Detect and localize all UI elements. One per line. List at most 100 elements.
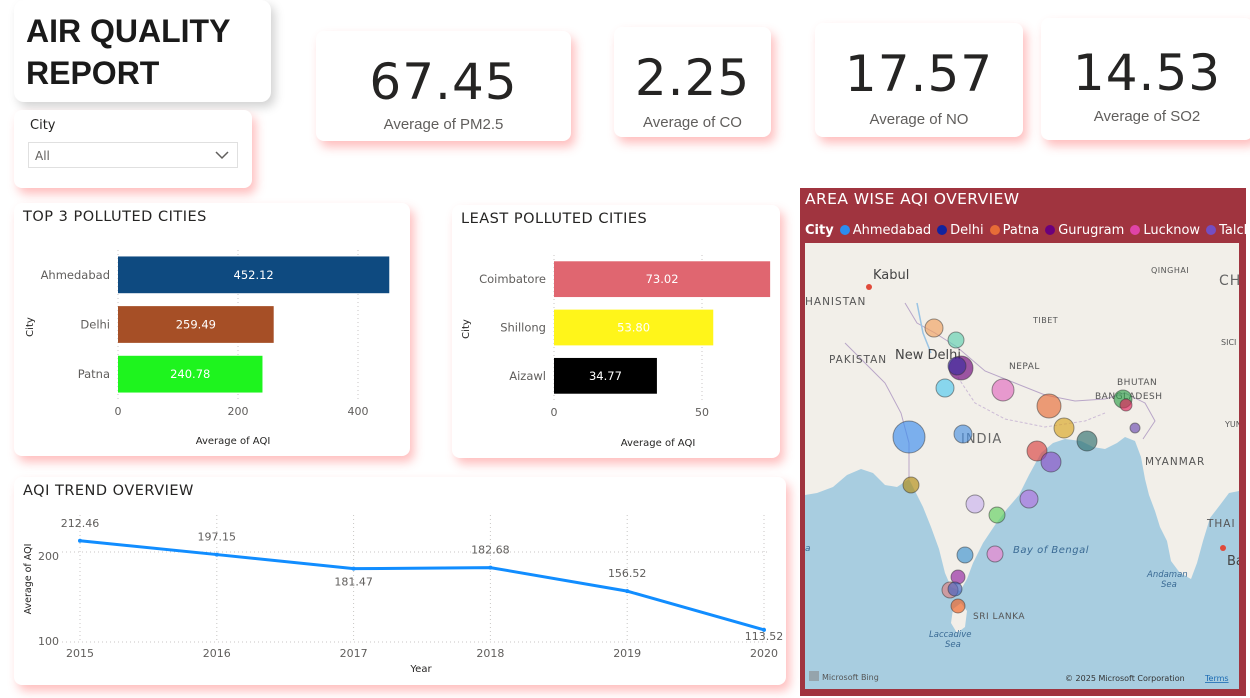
least-polluted-chart-card: LEAST POLLUTED CITIES City Average of AQ… [452, 205, 780, 458]
map-legend: City Ahmedabad Delhi Patna Gurugram Luck… [805, 221, 1250, 239]
kpi-value: 2.25 [634, 49, 751, 107]
data-label: 181.47 [334, 576, 373, 589]
data-point[interactable] [78, 538, 82, 543]
map-copyright: © 2025 Microsoft Corporation [1065, 674, 1185, 683]
city-bubble[interactable] [1026, 440, 1048, 462]
legend-dot [1045, 225, 1056, 235]
data-label: 240.78 [170, 367, 210, 381]
kpi-card-co: 2.25 Average of CO [614, 27, 771, 137]
kpi-label: Average of CO [643, 114, 742, 131]
map-svg[interactable]: Kabul HANISTAN QINGHAI CH TIBET SICI PAK… [805, 243, 1239, 689]
x-tick-label: 2019 [613, 647, 641, 660]
category-label: Shillong [500, 321, 546, 335]
city-bubble[interactable] [1036, 393, 1062, 419]
data-label: 212.46 [61, 517, 100, 530]
capital-marker [1220, 545, 1226, 551]
bar[interactable] [554, 357, 657, 394]
trend-line[interactable] [79, 539, 765, 632]
data-point[interactable] [762, 627, 766, 632]
place-label: Andaman [1146, 570, 1188, 580]
bar[interactable] [118, 256, 390, 294]
y-tick-label: 100 [38, 635, 59, 648]
city-bubble[interactable] [902, 476, 920, 494]
city-bubble[interactable] [1040, 451, 1062, 473]
legend-label: Gurugram [1058, 222, 1125, 238]
place-label: HANISTAN [805, 296, 866, 308]
data-label: 452.12 [234, 268, 274, 282]
legend-item[interactable]: Ahmedabad [839, 222, 932, 238]
city-bubble[interactable] [988, 506, 1006, 524]
map-title: AREA WISE AQI OVERVIEW [805, 190, 1020, 208]
place-label: Sea [945, 640, 961, 650]
data-point[interactable] [488, 565, 493, 570]
city-bubble[interactable] [950, 598, 966, 614]
bar[interactable] [554, 261, 771, 298]
legend-item[interactable]: Talcher [1206, 223, 1250, 238]
bar[interactable] [118, 355, 263, 393]
legend-item[interactable]: Patna [989, 223, 1039, 238]
data-label: 113.52 [745, 630, 784, 643]
bar[interactable] [118, 306, 274, 343]
x-tick-label: 50 [695, 406, 709, 419]
data-label: 156.52 [608, 567, 647, 580]
place-label: Laccadive [929, 630, 972, 640]
border-line [904, 302, 1106, 402]
place-label: TIBET [1032, 316, 1058, 325]
kpi-value: 67.45 [369, 53, 518, 111]
city-dropdown[interactable]: All [28, 142, 238, 168]
legend-dot [989, 225, 1000, 235]
data-point[interactable] [351, 566, 356, 571]
bing-attribution: Microsoft Bing [822, 673, 879, 682]
map-canvas[interactable]: Kabul HANISTAN QINGHAI CH TIBET SICI PAK… [805, 243, 1239, 689]
x-tick-label: 2020 [750, 647, 778, 660]
report-title-card: AIR QUALITY REPORT [14, 0, 271, 102]
category-label: Patna [78, 367, 110, 381]
city-bubble[interactable] [1076, 430, 1098, 452]
city-bubble[interactable] [947, 331, 965, 349]
place-label: SRI LANKA [973, 612, 1025, 622]
slicer-label: City [30, 118, 56, 133]
legend-item[interactable]: Gurugram [1045, 223, 1124, 238]
city-bubble[interactable] [892, 420, 926, 454]
x-axis-label: Average of AQI [621, 438, 696, 449]
x-tick-label: 2017 [340, 647, 368, 660]
data-point[interactable] [625, 589, 630, 594]
data-point[interactable] [214, 552, 219, 557]
city-bubble[interactable] [953, 424, 973, 444]
place-label: Kabul [873, 268, 909, 283]
city-bubble[interactable] [986, 545, 1004, 563]
kpi-value: 14.53 [1072, 44, 1222, 102]
city-bubble[interactable] [947, 356, 967, 376]
terms-link[interactable]: Terms [1204, 674, 1229, 683]
city-bubble[interactable] [965, 494, 985, 514]
city-bubble[interactable] [991, 378, 1015, 402]
chart-title: AQI TREND OVERVIEW [23, 483, 194, 499]
legend-label: Lucknow [1143, 222, 1201, 238]
city-bubble[interactable] [956, 546, 974, 564]
bar[interactable] [554, 309, 714, 346]
data-label: 197.15 [198, 531, 237, 544]
city-bubble[interactable] [1019, 489, 1039, 509]
x-tick-label: 400 [348, 405, 369, 418]
category-label: Ahmedabad [41, 268, 110, 282]
legend-item[interactable]: Delhi [937, 223, 984, 238]
place-label: QINGHAI [1151, 266, 1189, 275]
legend-label: Ahmedabad [852, 222, 932, 238]
city-bubble[interactable] [935, 378, 955, 398]
chevron-down-icon[interactable] [213, 145, 231, 165]
report-title: AIR QUALITY REPORT [26, 13, 230, 91]
category-label: Delhi [80, 318, 110, 332]
city-bubble[interactable] [1053, 417, 1075, 439]
city-bubbles[interactable] [892, 318, 1141, 614]
legend-dot [937, 225, 948, 235]
city-bubble[interactable] [947, 581, 963, 597]
aqi-trend-chart-card: AQI TREND OVERVIEW Average of AQI Year 2… [14, 477, 786, 685]
data-label: 73.02 [646, 272, 679, 286]
x-tick-label: 0 [115, 405, 122, 418]
border-line [954, 372, 1106, 428]
city-bubble[interactable] [1129, 422, 1141, 434]
city-bubble[interactable] [924, 318, 944, 338]
legend-item[interactable]: Lucknow [1130, 223, 1200, 238]
city-slicer[interactable]: City All [14, 110, 252, 188]
city-bubble[interactable] [1119, 398, 1133, 412]
